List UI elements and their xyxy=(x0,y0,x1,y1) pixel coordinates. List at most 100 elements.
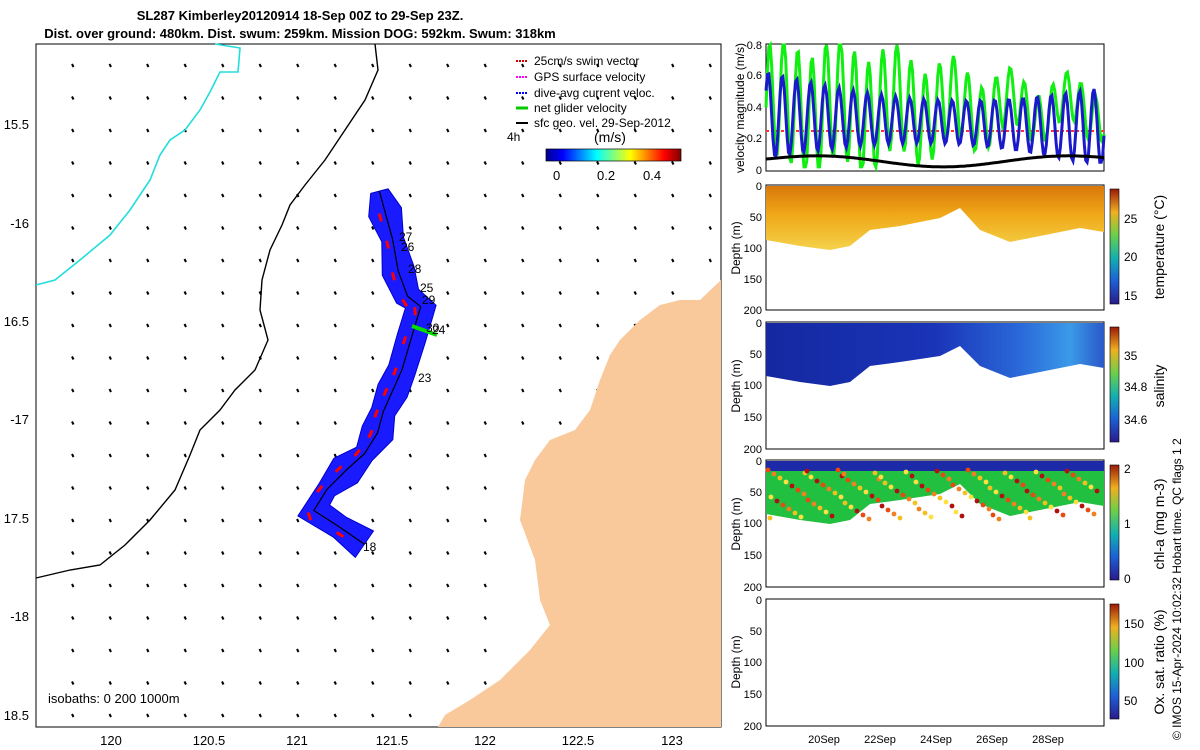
velocity-arrow xyxy=(296,648,300,653)
land-mass xyxy=(438,280,721,727)
legend-entry: sfc geo. vel. 29-Sep-2012 xyxy=(534,116,671,130)
isobath-200m xyxy=(35,43,241,286)
velocity-arrow xyxy=(483,258,487,263)
oxygen-colorbar-label: Ox. sat. ratio (%) xyxy=(1151,609,1167,714)
velocity-arrow xyxy=(408,616,412,620)
oxygen-y-ticks: 0 50 100 150 200 xyxy=(744,595,762,733)
velocity-arrow xyxy=(483,388,487,393)
velocity-arrow xyxy=(671,128,675,133)
chla-colorbar-label: chl-a (mg m-3) xyxy=(1151,478,1167,569)
velocity-arrow xyxy=(183,226,187,230)
velocity-arrow xyxy=(146,713,150,718)
velocity-arrow xyxy=(146,648,150,653)
chla-colorbar xyxy=(1109,464,1120,581)
chla-sample-point xyxy=(1091,511,1097,517)
velocity-arrow xyxy=(371,518,375,523)
velocity-arrow xyxy=(521,193,525,198)
velocity-arrow xyxy=(333,583,337,588)
velocity-arrow xyxy=(408,681,412,685)
velocity-arrow xyxy=(333,681,337,685)
map-y-tick: 18.5 xyxy=(4,708,29,723)
chla-sample-point xyxy=(826,486,832,492)
velocity-arrow xyxy=(146,453,150,458)
chla-sample-point xyxy=(765,467,771,473)
velocity-arrow xyxy=(483,193,487,198)
velocity-arrow xyxy=(221,713,225,718)
velocity-arrow xyxy=(483,616,487,620)
colorbar-tick: 20 xyxy=(1124,250,1138,264)
velocity-arrow xyxy=(108,258,112,263)
velocity-arrow xyxy=(521,421,525,425)
colorbar-tick: 0 xyxy=(1124,572,1131,586)
velocity-arrow xyxy=(221,356,225,360)
velocity-arrow xyxy=(633,96,637,100)
chla-sample-point xyxy=(804,468,810,474)
velocity-arrow xyxy=(258,681,262,685)
depth-tick: 0 xyxy=(756,456,762,468)
chla-sample-point xyxy=(863,489,869,495)
velocity-arrow xyxy=(446,681,450,685)
velocity-arrow xyxy=(71,161,75,165)
velocity-arrow xyxy=(258,453,262,458)
velocity-arrow xyxy=(371,388,375,393)
velocity-arrow xyxy=(108,226,112,230)
chla-samples xyxy=(765,467,1100,522)
day-labels: 27 26 28 25 29 30 24 23 18 xyxy=(363,230,446,554)
chla-sample-point xyxy=(1005,497,1011,503)
chla-sample-point xyxy=(817,505,823,511)
velocity-arrow xyxy=(71,616,75,620)
chla-sample-point xyxy=(950,482,956,488)
chla-sample-point xyxy=(774,498,780,504)
velocity-arrow xyxy=(221,193,225,198)
velocity-arrow xyxy=(483,128,487,133)
velocity-arrow xyxy=(446,518,450,523)
velocity-arrow xyxy=(221,96,225,100)
chla-sample-point xyxy=(1014,478,1020,484)
chla-sample-point xyxy=(919,483,925,489)
velocity-arrow xyxy=(371,161,375,165)
map-y-tick: 17.5 xyxy=(4,511,29,526)
velocity-arrow xyxy=(258,421,262,425)
velocity-arrow xyxy=(446,63,450,68)
velocity-arrow xyxy=(183,193,187,198)
velocity-arrow xyxy=(296,128,300,133)
velocity-arrow xyxy=(596,323,600,328)
velocity-arrow xyxy=(146,583,150,588)
chla-sample-point xyxy=(848,504,854,510)
chla-sample-point xyxy=(974,498,980,504)
chla-sample-point xyxy=(854,508,860,514)
velocity-arrow xyxy=(521,161,525,165)
map-legend: 25cm/s swim vector GPS surface velocity … xyxy=(507,54,671,144)
depth-tick: 50 xyxy=(750,626,762,638)
isobaths-label: isobaths: 0 200 1000m xyxy=(48,691,180,706)
colorbar-tick: 2 xyxy=(1124,462,1131,476)
velocity-arrow xyxy=(671,226,675,230)
velocity-arrow xyxy=(446,421,450,425)
velocity-arrow xyxy=(183,616,187,620)
velocity-arrow xyxy=(108,421,112,425)
velocity-arrow xyxy=(258,226,262,230)
chla-sample-point xyxy=(894,488,900,494)
velocity-arrow xyxy=(371,486,375,490)
velocity-arrow xyxy=(258,323,262,328)
velocity-arrow xyxy=(633,128,637,133)
velocity-arrow xyxy=(71,226,75,230)
chla-sample-point xyxy=(928,514,934,520)
map-y-tick: -16 xyxy=(10,216,29,231)
velocity-arrow xyxy=(371,356,375,360)
velocity-arrow xyxy=(483,63,487,68)
velocity-arrow xyxy=(296,681,300,685)
velocity-arrow xyxy=(183,453,187,458)
velocity-arrow xyxy=(221,388,225,393)
chla-sample-point xyxy=(980,502,986,508)
velocity-arrow xyxy=(221,421,225,425)
chla-sample-point xyxy=(897,515,903,521)
velocity-arrow xyxy=(708,193,712,198)
oxygen-axes-box xyxy=(765,598,1105,727)
velocity-arrow xyxy=(408,193,412,198)
legend-entry: GPS surface velocity xyxy=(534,70,645,84)
chla-sample-point xyxy=(780,502,786,508)
chla-sample-point xyxy=(900,492,906,498)
